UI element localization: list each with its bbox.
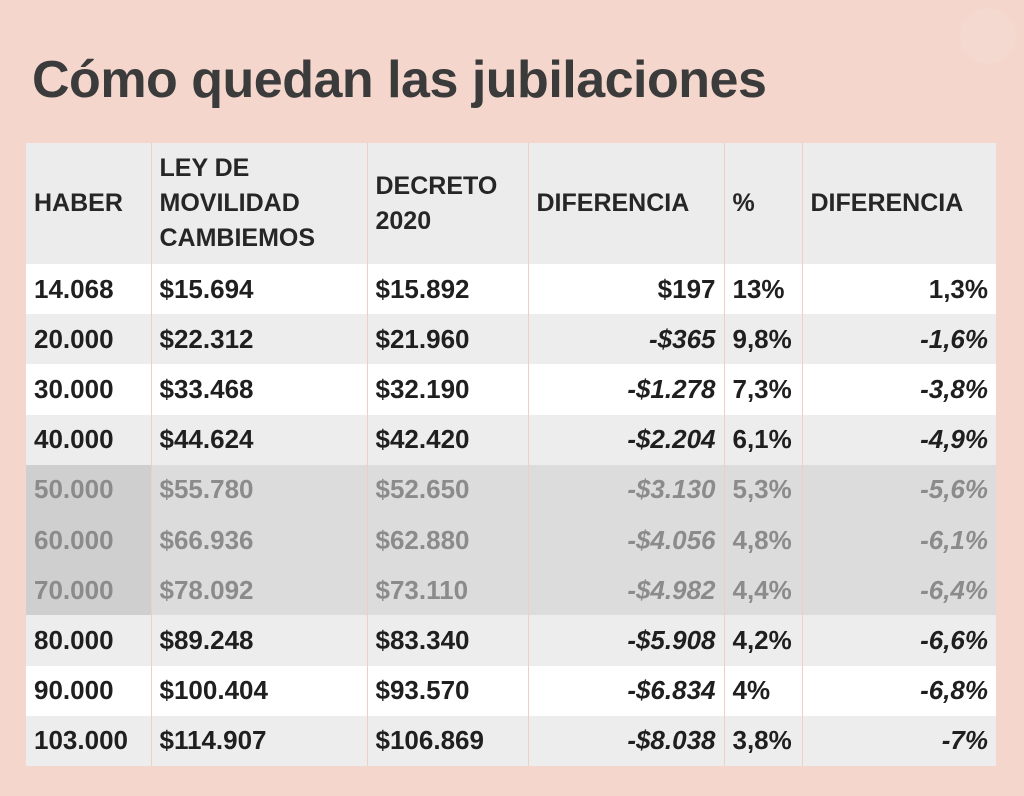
cell-decreto: $52.650 — [367, 464, 529, 515]
cell-porcentaje: 4% — [724, 665, 803, 716]
cell-diferencia: -$1.278 — [528, 364, 725, 415]
cell-ley-movilidad: $89.248 — [151, 615, 368, 666]
cell-diferencia: -$5.908 — [528, 615, 725, 666]
cell-porcentaje: 6,1% — [724, 414, 803, 465]
header-diferencia: DIFERENCIA — [528, 143, 725, 264]
cell-diferencia: -$4.056 — [528, 514, 725, 566]
table-row: 40.000 $44.624 $42.420 -$2.204 6,1% -4,9% — [26, 414, 996, 465]
cell-decreto: $21.960 — [367, 314, 529, 365]
page-title: Cómo quedan las jubilaciones — [32, 51, 767, 109]
cell-haber: 80.000 — [26, 615, 152, 666]
table-row: 70.000 $78.092 $73.110 -$4.982 4,4% -6,4% — [26, 565, 996, 616]
cell-diferencia-porcentual: -6,1% — [802, 514, 996, 566]
cell-diferencia: -$8.038 — [528, 715, 725, 766]
cell-ley-movilidad: $33.468 — [151, 364, 368, 415]
table-row: 60.000 $66.936 $62.880 -$4.056 4,8% -6,1% — [26, 514, 996, 566]
cell-decreto: $106.869 — [367, 715, 529, 766]
cell-decreto: $32.190 — [367, 364, 529, 415]
cell-haber: 20.000 — [26, 314, 152, 365]
cell-diferencia-porcentual: -3,8% — [802, 364, 996, 415]
cell-porcentaje: 4,2% — [724, 615, 803, 666]
cell-haber: 50.000 — [26, 464, 152, 515]
cell-porcentaje: 5,3% — [724, 464, 803, 515]
cell-diferencia-porcentual: -1,6% — [802, 314, 996, 365]
cell-porcentaje: 13% — [724, 264, 803, 315]
cell-decreto: $42.420 — [367, 414, 529, 465]
cell-haber: 14.068 — [26, 264, 152, 315]
cell-porcentaje: 9,8% — [724, 314, 803, 365]
table-header-row: HABER LEY DE MOVILIDAD CAMBIEMOS DECRETO… — [26, 143, 996, 264]
cell-ley-movilidad: $114.907 — [151, 715, 368, 766]
cell-diferencia-porcentual: -7% — [802, 715, 996, 766]
cell-diferencia: -$3.130 — [528, 464, 725, 515]
watermark-badge — [960, 8, 1016, 64]
cell-decreto: $15.892 — [367, 264, 529, 315]
cell-porcentaje: 4,4% — [724, 565, 803, 616]
table-row: 80.000 $89.248 $83.340 -$5.908 4,2% -6,6% — [26, 615, 996, 666]
cell-ley-movilidad: $66.936 — [151, 514, 368, 566]
cell-diferencia-porcentual: -4,9% — [802, 414, 996, 465]
cell-ley-movilidad: $44.624 — [151, 414, 368, 465]
header-decreto: DECRETO 2020 — [367, 143, 529, 264]
header-porcentaje: % — [724, 143, 803, 264]
cell-diferencia-porcentual: -6,8% — [802, 665, 996, 716]
cell-diferencia: -$365 — [528, 314, 725, 365]
cell-diferencia: -$4.982 — [528, 565, 725, 616]
cell-diferencia-porcentual: -6,4% — [802, 565, 996, 616]
cell-porcentaje: 4,8% — [724, 514, 803, 566]
cell-haber: 70.000 — [26, 565, 152, 616]
header-diferencia-porcentual: DIFERENCIA — [802, 143, 996, 264]
cell-ley-movilidad: $15.694 — [151, 264, 368, 315]
cell-diferencia-porcentual: -5,6% — [802, 464, 996, 515]
cell-diferencia: -$6.834 — [528, 665, 725, 716]
cell-decreto: $93.570 — [367, 665, 529, 716]
header-ley-movilidad: LEY DE MOVILIDAD CAMBIEMOS — [151, 143, 368, 264]
table-row: 30.000 $33.468 $32.190 -$1.278 7,3% -3,8% — [26, 364, 996, 415]
table-row: 90.000 $100.404 $93.570 -$6.834 4% -6,8% — [26, 665, 996, 716]
table-row: 103.000 $114.907 $106.869 -$8.038 3,8% -7% — [26, 715, 996, 766]
cell-decreto: $62.880 — [367, 514, 529, 566]
cell-haber: 40.000 — [26, 414, 152, 465]
cell-ley-movilidad: $55.780 — [151, 464, 368, 515]
pension-table: HABER LEY DE MOVILIDAD CAMBIEMOS DECRETO… — [26, 143, 996, 766]
cell-ley-movilidad: $78.092 — [151, 565, 368, 616]
cell-haber: 60.000 — [26, 514, 152, 566]
cell-porcentaje: 3,8% — [724, 715, 803, 766]
cell-haber: 30.000 — [26, 364, 152, 415]
table-row: 20.000 $22.312 $21.960 -$365 9,8% -1,6% — [26, 314, 996, 365]
cell-diferencia-porcentual: 1,3% — [802, 264, 996, 315]
cell-ley-movilidad: $22.312 — [151, 314, 368, 365]
cell-decreto: $73.110 — [367, 565, 529, 616]
table-row: 50.000 $55.780 $52.650 -$3.130 5,3% -5,6% — [26, 464, 996, 515]
cell-porcentaje: 7,3% — [724, 364, 803, 415]
cell-diferencia: -$2.204 — [528, 414, 725, 465]
cell-diferencia: $197 — [528, 264, 725, 315]
cell-decreto: $83.340 — [367, 615, 529, 666]
cell-ley-movilidad: $100.404 — [151, 665, 368, 716]
cell-diferencia-porcentual: -6,6% — [802, 615, 996, 666]
cell-haber: 103.000 — [26, 715, 152, 766]
cell-haber: 90.000 — [26, 665, 152, 716]
table-row: 14.068 $15.694 $15.892 $197 13% 1,3% — [26, 264, 996, 315]
header-haber: HABER — [26, 143, 152, 264]
